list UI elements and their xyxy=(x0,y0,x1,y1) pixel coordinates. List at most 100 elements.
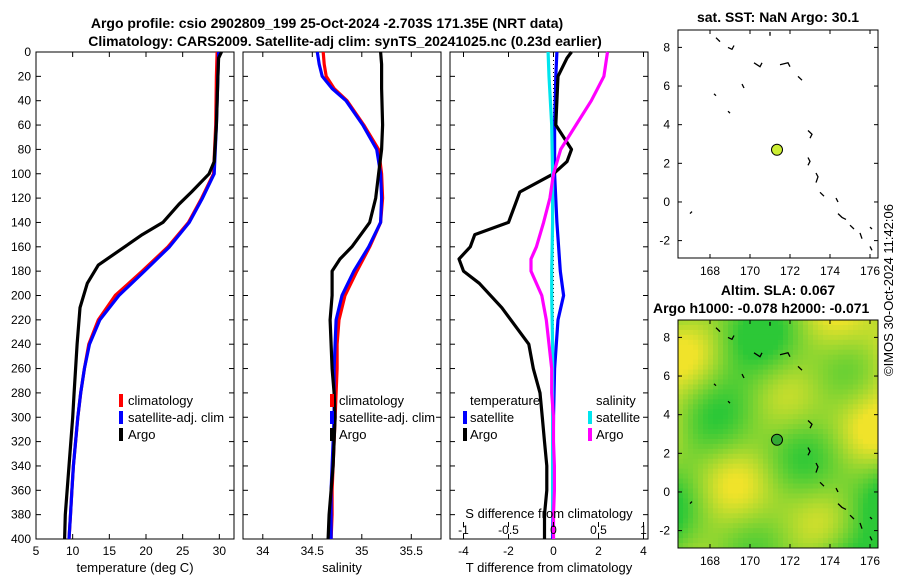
heatmap-cell xyxy=(838,334,844,341)
heatmap-cell xyxy=(773,473,779,480)
heatmap-cell xyxy=(833,339,839,346)
heatmap-cell xyxy=(718,334,724,341)
heatmap-cell xyxy=(813,483,819,490)
heatmap-cell xyxy=(788,394,794,400)
heatmap-cell xyxy=(858,518,864,524)
heatmap-cell xyxy=(843,483,849,490)
heatmap-cell xyxy=(858,528,864,534)
heatmap-cell xyxy=(693,324,699,331)
heatmap-cell xyxy=(773,414,779,420)
heatmap-cell xyxy=(783,349,789,356)
heatmap-cell xyxy=(703,483,709,490)
heatmap-cell xyxy=(688,414,694,420)
heatmap-cell xyxy=(703,458,709,465)
heatmap-cell xyxy=(853,379,859,386)
heatmap-cell xyxy=(753,488,759,495)
heatmap-cell xyxy=(843,498,849,504)
island-outline xyxy=(849,514,855,520)
heatmap-cell xyxy=(713,508,719,514)
heatmap-cell xyxy=(763,434,769,440)
y-tick-label: 60 xyxy=(18,118,32,132)
heatmap-cell xyxy=(853,488,859,495)
heatmap-cell xyxy=(748,369,754,376)
heatmap-cell xyxy=(683,478,689,485)
heatmap-cell xyxy=(848,324,854,331)
heatmap-cell xyxy=(713,443,719,450)
heatmap-cell xyxy=(708,384,714,390)
heatmap-cell xyxy=(843,419,849,425)
heatmap-cell xyxy=(793,498,799,504)
heatmap-cell xyxy=(723,349,729,356)
heatmap-cell xyxy=(753,369,759,376)
top-x-tick-label: 0.5 xyxy=(590,523,607,537)
map-x-tick-label: 170 xyxy=(740,264,760,278)
heatmap-cell xyxy=(743,419,749,425)
heatmap-cell xyxy=(708,448,714,455)
heatmap-cell xyxy=(733,434,739,440)
heatmap-cell xyxy=(678,523,684,529)
heatmap-cell xyxy=(858,344,864,351)
heatmap-cell xyxy=(768,419,774,425)
heatmap-cell xyxy=(793,503,799,509)
heatmap-cell xyxy=(798,528,804,534)
heatmap-cell xyxy=(843,324,849,331)
heatmap-cell xyxy=(813,498,819,504)
heatmap-cell xyxy=(758,394,764,400)
heatmap-cell xyxy=(868,508,874,514)
heatmap-cell xyxy=(803,438,809,445)
heatmap-cell xyxy=(823,374,829,381)
heatmap-cell xyxy=(828,354,834,361)
island-outline xyxy=(753,352,763,358)
heatmap-cell xyxy=(708,414,714,420)
heatmap-cell xyxy=(723,344,729,351)
sla-map-title-line1: Altim. SLA: 0.067 xyxy=(721,282,836,298)
sla-map-title-line2: Argo h1000: -0.078 h2000: -0.071 xyxy=(653,300,870,316)
heatmap-cell xyxy=(803,394,809,400)
heatmap-cell xyxy=(828,503,834,509)
heatmap-cell xyxy=(863,458,869,465)
heatmap-cell xyxy=(678,369,684,376)
map-x-tick-label: 174 xyxy=(820,554,840,568)
heatmap-cell xyxy=(863,468,869,475)
heatmap-cell xyxy=(773,483,779,490)
heatmap-cell xyxy=(733,384,739,390)
heatmap-cell xyxy=(838,354,844,361)
island-outline xyxy=(815,172,819,183)
heatmap-cell xyxy=(693,349,699,356)
heatmap-cell xyxy=(828,478,834,485)
heatmap-cell xyxy=(678,463,684,470)
heatmap-cell xyxy=(703,434,709,440)
heatmap-cell xyxy=(723,538,729,544)
heatmap-cell xyxy=(688,473,694,480)
heatmap-cell xyxy=(808,364,814,371)
heatmap-cell xyxy=(703,523,709,529)
heatmap-cell xyxy=(753,344,759,351)
heatmap-cell xyxy=(723,463,729,470)
heatmap-cell xyxy=(743,528,749,534)
heatmap-cell xyxy=(743,493,749,500)
heatmap-cell xyxy=(688,334,694,341)
heatmap-cell xyxy=(708,389,714,395)
heatmap-cell xyxy=(753,483,759,490)
heatmap-cell xyxy=(843,434,849,440)
heatmap-cell xyxy=(758,384,764,390)
heatmap-cell xyxy=(833,404,839,410)
heatmap-cell xyxy=(768,473,774,480)
heatmap-cell xyxy=(723,374,729,381)
heatmap-cell xyxy=(768,379,774,386)
heatmap-cell xyxy=(703,538,709,544)
heatmap-cell xyxy=(678,364,684,371)
heatmap-cell xyxy=(678,394,684,400)
heatmap-cell xyxy=(683,389,689,395)
heatmap-cell xyxy=(758,339,764,346)
heatmap-cell xyxy=(798,473,804,480)
heatmap-cell xyxy=(763,483,769,490)
heatmap-cell xyxy=(678,503,684,509)
heatmap-cell xyxy=(863,384,869,390)
heatmap-cell xyxy=(773,389,779,395)
heatmap-cell xyxy=(688,443,694,450)
heatmap-cell xyxy=(763,508,769,514)
heatmap-cell xyxy=(758,533,764,539)
heatmap-cell xyxy=(778,498,784,504)
heatmap-cell xyxy=(683,419,689,425)
